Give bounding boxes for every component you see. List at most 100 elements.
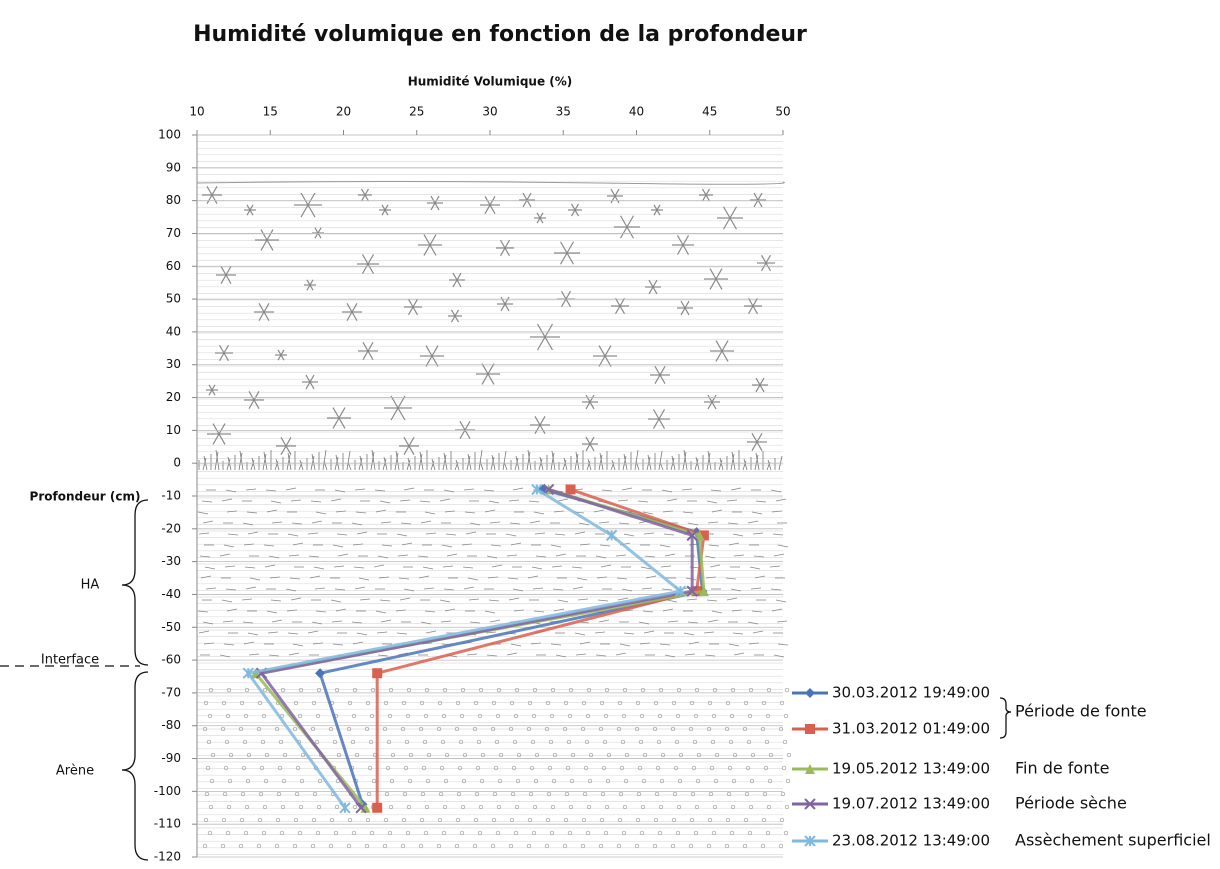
gravel [418, 726, 424, 732]
gravel [688, 726, 694, 732]
snowflake [705, 194, 711, 202]
soil-mark [615, 652, 627, 656]
soil-mark [245, 586, 257, 590]
snowflake [280, 354, 285, 361]
zone-label: Arène [56, 764, 94, 779]
grass [538, 458, 543, 471]
soil-mark [265, 489, 277, 492]
snowflake [263, 303, 270, 313]
soil-mark [645, 575, 657, 579]
snowflake [756, 433, 763, 443]
grass [443, 452, 448, 471]
gravel [225, 830, 231, 836]
gravel [238, 843, 244, 849]
grass [407, 457, 412, 471]
marker [698, 586, 709, 597]
gravel [603, 830, 609, 836]
snowflake [721, 350, 729, 362]
marker [686, 585, 698, 597]
soil-mark [484, 509, 496, 513]
gravel [438, 791, 444, 797]
soil-mark [418, 575, 430, 579]
gravel [732, 752, 738, 758]
y-tick-label: -90 [161, 751, 181, 765]
soil-mark [377, 555, 389, 559]
soil-mark [267, 631, 279, 634]
gravel [550, 687, 556, 693]
gravel [676, 687, 682, 693]
soil-mark [666, 599, 678, 603]
gravel [747, 830, 753, 836]
gravel [347, 817, 353, 823]
snowflake [246, 209, 251, 216]
grass [598, 454, 603, 471]
gravel [658, 687, 664, 693]
gravel [439, 765, 445, 771]
soil-mark [551, 565, 563, 568]
snowflake [249, 204, 254, 211]
soil-mark [754, 575, 766, 579]
gravel [568, 804, 574, 810]
gravel [674, 739, 680, 745]
braces [0, 499, 1012, 861]
snowflake [747, 297, 754, 307]
gravel [534, 752, 540, 758]
gravel [260, 739, 266, 745]
gravel [531, 713, 537, 719]
gravel [221, 817, 227, 823]
soil-mark [535, 555, 547, 558]
gravel [731, 778, 737, 784]
snowflake [360, 188, 366, 196]
gravel [208, 687, 214, 693]
snowflake [566, 241, 575, 254]
gravel [480, 752, 486, 758]
soil-mark [439, 498, 451, 502]
gravel [726, 791, 732, 797]
soil-mark [379, 599, 391, 602]
gravel [598, 843, 604, 849]
soil-mark [579, 641, 591, 645]
soil-mark [532, 587, 544, 590]
gravel [743, 700, 749, 706]
snowflake [285, 445, 292, 455]
gravel [386, 739, 392, 745]
soil-mark [687, 522, 699, 526]
y-tick-label: -60 [161, 653, 181, 667]
gravel [419, 817, 425, 823]
snowflake [585, 436, 591, 445]
soil-mark [483, 489, 495, 492]
soil-mark [202, 621, 214, 625]
soil-mark [642, 511, 654, 515]
grass [586, 460, 591, 471]
soil-mark [733, 554, 745, 557]
gravel [617, 817, 623, 823]
marker [805, 688, 815, 698]
soil-mark [749, 566, 761, 570]
gravel [228, 752, 234, 758]
gravel [550, 804, 556, 810]
gravel [440, 739, 446, 745]
soil-mark [200, 575, 212, 579]
snowflake [534, 416, 541, 426]
gravel [530, 739, 536, 745]
soil-mark [376, 631, 388, 634]
soil-mark [219, 654, 231, 658]
soil-mark [202, 520, 214, 524]
snowflake [585, 401, 591, 410]
gravel [297, 713, 303, 719]
gravel [760, 843, 766, 849]
soil-mark [703, 631, 715, 634]
gravel [316, 687, 322, 693]
soil-mark [247, 632, 259, 636]
gravel [711, 713, 717, 719]
soil-mark [264, 564, 276, 568]
gravel [527, 700, 533, 706]
gravel [639, 713, 645, 719]
snowflake [619, 226, 628, 239]
soil-mark [707, 521, 719, 524]
gravel [671, 817, 677, 823]
soil-mark [446, 553, 458, 557]
grass [599, 452, 604, 471]
gravel [765, 713, 771, 719]
snowflake [539, 212, 544, 219]
